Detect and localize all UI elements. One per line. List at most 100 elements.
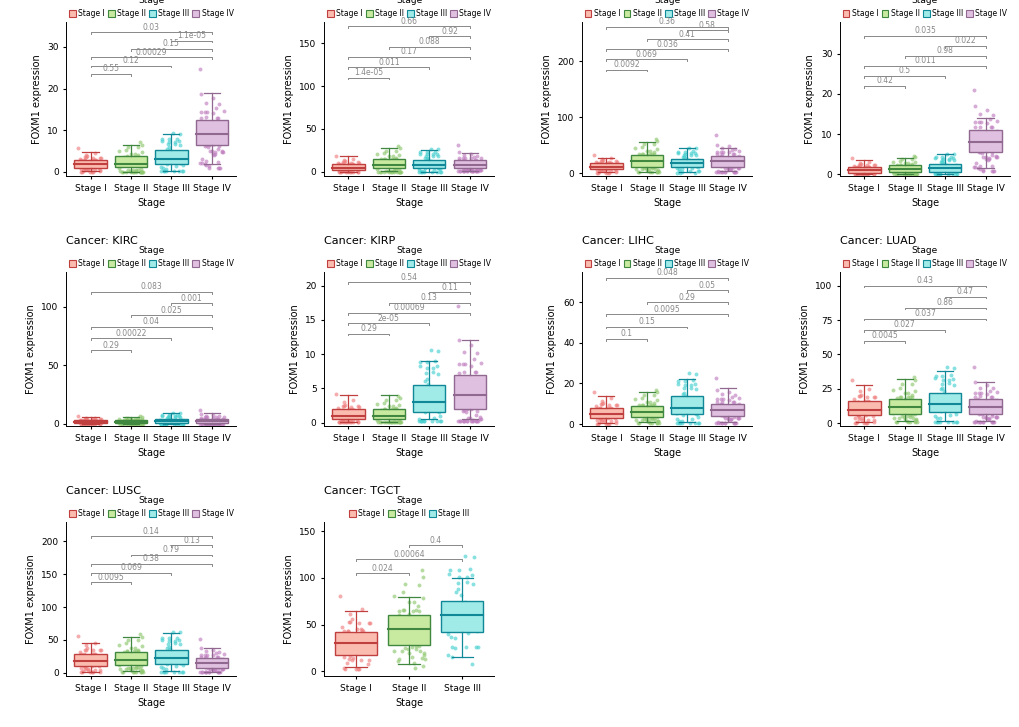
Point — [980, 412, 997, 424]
Point — [343, 159, 360, 171]
Point — [330, 160, 346, 172]
Point — [465, 414, 481, 426]
Point — [967, 416, 983, 427]
Point — [931, 384, 948, 395]
Point — [472, 413, 488, 425]
Point — [453, 166, 470, 177]
Point — [450, 334, 467, 345]
Point — [160, 409, 176, 421]
Point — [865, 391, 881, 403]
Point — [973, 165, 989, 177]
Point — [391, 166, 408, 177]
Point — [348, 164, 365, 176]
Point — [213, 136, 229, 148]
Point — [152, 149, 168, 161]
Text: 0.037: 0.037 — [913, 309, 935, 318]
Point — [889, 392, 905, 403]
Point — [452, 156, 469, 168]
Point — [968, 140, 984, 151]
Point — [968, 129, 984, 141]
Point — [464, 569, 480, 580]
Point — [849, 409, 865, 421]
Point — [713, 409, 730, 421]
Point — [131, 415, 148, 427]
Y-axis label: FOXM1 expression: FOXM1 expression — [32, 54, 42, 144]
Point — [428, 415, 444, 427]
Point — [387, 403, 404, 415]
Point — [590, 404, 606, 416]
Point — [126, 148, 143, 159]
Point — [128, 646, 145, 657]
Point — [647, 402, 663, 414]
Point — [461, 563, 477, 575]
Point — [336, 663, 353, 675]
Point — [941, 409, 957, 421]
Point — [846, 168, 862, 180]
Point — [924, 396, 941, 408]
Point — [153, 417, 169, 428]
Point — [111, 166, 127, 177]
Point — [390, 609, 407, 621]
Point — [974, 145, 990, 156]
Text: 0.86: 0.86 — [935, 298, 953, 307]
Point — [976, 151, 993, 163]
Point — [438, 618, 454, 630]
Point — [82, 667, 98, 678]
Point — [464, 162, 480, 174]
Point — [78, 414, 95, 425]
Point — [459, 158, 475, 170]
Point — [607, 166, 624, 177]
Point — [339, 417, 356, 428]
Point — [638, 156, 654, 167]
Point — [410, 605, 426, 616]
Point — [666, 407, 683, 419]
Point — [440, 617, 457, 629]
Point — [165, 414, 181, 425]
Point — [945, 148, 961, 160]
Point — [75, 165, 92, 177]
Point — [198, 97, 214, 108]
Point — [858, 168, 874, 180]
Point — [904, 168, 920, 180]
Point — [645, 161, 661, 173]
Point — [167, 415, 183, 427]
Point — [689, 155, 705, 166]
Point — [362, 617, 378, 629]
Point — [160, 632, 176, 644]
Point — [713, 148, 730, 160]
Point — [211, 415, 227, 427]
Point — [600, 159, 616, 171]
Point — [982, 410, 999, 422]
Point — [76, 155, 93, 166]
Point — [334, 164, 351, 176]
Point — [469, 150, 485, 161]
Point — [609, 407, 626, 419]
Point — [111, 417, 127, 429]
Point — [127, 155, 144, 166]
Point — [333, 621, 350, 632]
Point — [412, 646, 428, 657]
Point — [129, 150, 146, 161]
Point — [198, 418, 214, 430]
Point — [647, 384, 663, 395]
Point — [126, 166, 143, 177]
Point — [124, 666, 141, 678]
Point — [850, 166, 866, 178]
Point — [686, 147, 702, 158]
Point — [686, 402, 702, 414]
Bar — [372, 159, 405, 169]
Point — [852, 163, 868, 174]
Point — [87, 417, 103, 429]
Text: Cancer: KIRP: Cancer: KIRP — [324, 236, 395, 246]
Point — [942, 151, 958, 163]
Point — [600, 158, 616, 170]
Point — [84, 166, 100, 177]
Bar — [711, 156, 743, 166]
Point — [858, 398, 874, 409]
Point — [453, 378, 470, 390]
Point — [117, 145, 133, 156]
Point — [132, 163, 149, 174]
Point — [359, 640, 375, 652]
Point — [75, 158, 92, 170]
Point — [124, 156, 141, 167]
